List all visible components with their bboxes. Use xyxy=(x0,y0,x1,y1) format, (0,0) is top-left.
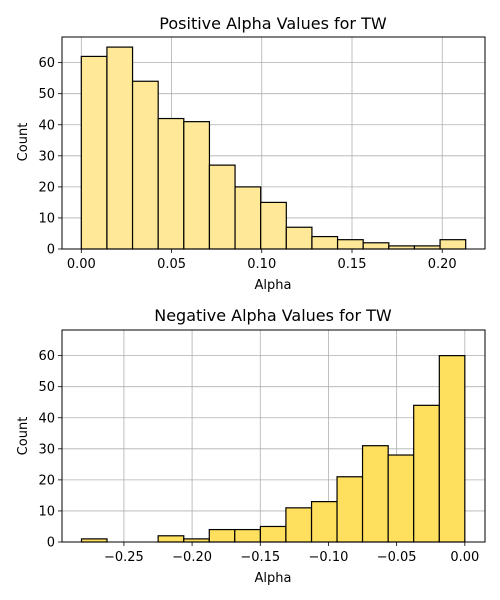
bars xyxy=(80,46,467,250)
y-tick-label: 0 xyxy=(47,243,55,258)
histogram-bar xyxy=(413,404,440,543)
x-ticks: −0.25 −0.20 −0.15 −0.10 −0.05 0.00 xyxy=(104,542,479,565)
histogram-bar xyxy=(310,501,338,543)
y-tick-label: 10 xyxy=(38,211,55,226)
y-tick-label: 20 xyxy=(38,473,55,488)
x-ticks: 0.00 0.05 0.10 0.15 0.20 xyxy=(67,249,457,272)
histogram-bar xyxy=(259,525,287,543)
y-tick-label: 30 xyxy=(38,149,55,164)
histogram-bar xyxy=(311,235,339,250)
histogram-bar xyxy=(208,528,236,543)
histogram-bar xyxy=(285,507,313,543)
histogram-bar xyxy=(208,164,236,250)
y-tick-label: 50 xyxy=(38,87,55,102)
histogram-bar xyxy=(285,226,313,250)
chart-title: Positive Alpha Values for TW xyxy=(159,14,387,33)
histogram-bar xyxy=(439,239,467,250)
y-axis-label: Count xyxy=(16,417,31,456)
y-tick-label: 10 xyxy=(38,504,55,519)
axes-frame xyxy=(61,329,486,543)
bars xyxy=(80,355,466,543)
x-tick-label: 0.15 xyxy=(338,257,367,272)
histogram-bar xyxy=(106,46,134,250)
x-axis-label: Alpha xyxy=(255,571,292,586)
y-axis-label: Count xyxy=(16,123,31,162)
y-tick-label: 40 xyxy=(38,118,55,133)
y-tick-label: 0 xyxy=(47,536,55,551)
x-tick-label: 0.10 xyxy=(247,257,276,272)
histogram-bar xyxy=(157,117,185,250)
x-tick-label: 0.00 xyxy=(450,550,479,565)
histogram-bar xyxy=(157,535,185,543)
histogram-bar xyxy=(387,454,415,543)
x-tick-label: 0.20 xyxy=(428,257,457,272)
y-tick-label: 40 xyxy=(38,411,55,426)
histogram-bar xyxy=(361,445,389,543)
y-tick-label: 60 xyxy=(38,349,55,364)
y-tick-label: 50 xyxy=(38,380,55,395)
x-tick-label: −0.20 xyxy=(172,550,212,565)
histogram-bar xyxy=(260,201,287,250)
y-ticks: 0 10 20 30 40 50 60 xyxy=(38,349,62,551)
x-tick-label: −0.15 xyxy=(240,550,280,565)
x-tick-label: 0.00 xyxy=(67,257,96,272)
y-tick-label: 60 xyxy=(38,56,55,71)
histogram-bar xyxy=(80,55,108,250)
x-tick-label: −0.25 xyxy=(104,550,144,565)
histogram-bar xyxy=(438,355,466,543)
x-axis-label: Alpha xyxy=(255,278,292,293)
histogram-bar xyxy=(362,242,390,250)
histogram-bar xyxy=(234,186,262,250)
y-tick-label: 30 xyxy=(38,442,55,457)
negative-alpha-histogram: Negative Alpha Values for TW −0.25 −0.20−… xyxy=(16,306,486,586)
x-tick-label: 0.05 xyxy=(157,257,186,272)
histogram-bar xyxy=(336,476,364,543)
positive-alpha-histogram: Positive Alpha Values for TW 0.00 0.05 0.1… xyxy=(16,14,486,293)
chart-title: Negative Alpha Values for TW xyxy=(154,306,392,325)
histogram-bar xyxy=(183,121,211,250)
x-tick-label: −0.10 xyxy=(309,550,349,565)
y-tick-label: 20 xyxy=(38,180,55,195)
histogram-bar xyxy=(234,528,262,543)
x-tick-label: −0.05 xyxy=(377,550,417,565)
histogram-bar xyxy=(336,239,364,250)
axes-frame xyxy=(61,36,486,250)
histogram-bar xyxy=(131,80,159,250)
y-ticks: 0 10 20 30 40 50 60 xyxy=(38,56,62,258)
